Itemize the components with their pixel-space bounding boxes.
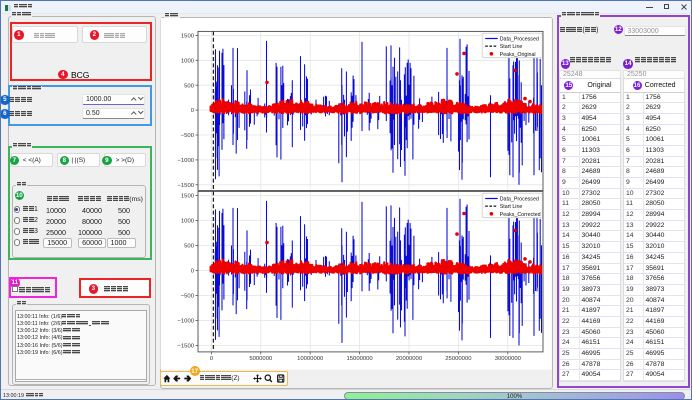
svg-text:15000000: 15000000 [346,356,373,362]
svg-text:0: 0 [191,269,195,275]
svg-text:−500: −500 [181,294,195,300]
svg-text:−1000: −1000 [177,319,194,325]
svg-text:−500: −500 [181,133,195,139]
svg-text:0: 0 [210,356,214,362]
svg-text:−1500: −1500 [177,183,194,189]
svg-text:20000000: 20000000 [396,356,423,362]
svg-text:Data_Processed: Data_Processed [500,37,539,43]
svg-text:1500: 1500 [181,34,195,40]
svg-text:Start Line: Start Line [500,204,523,210]
svg-text:Data_Processed: Data_Processed [500,197,539,203]
svg-text:−1500: −1500 [177,344,194,350]
svg-text:Peaks_Corrected: Peaks_Corrected [500,212,541,218]
svg-text:1500: 1500 [181,194,195,200]
svg-text:500: 500 [184,83,195,89]
svg-text:500: 500 [184,244,195,250]
svg-text:−1000: −1000 [177,158,194,164]
svg-text:1000: 1000 [181,219,195,225]
svg-text:30000000: 30000000 [495,356,522,362]
svg-text:25000000: 25000000 [445,356,472,362]
svg-text:Start Line: Start Line [500,44,523,50]
svg-text:1000: 1000 [181,58,195,64]
svg-text:0: 0 [191,108,195,114]
svg-text:Peaks_Original: Peaks_Original [500,52,536,58]
svg-text:5000000: 5000000 [249,356,273,362]
svg-text:10000000: 10000000 [297,356,324,362]
